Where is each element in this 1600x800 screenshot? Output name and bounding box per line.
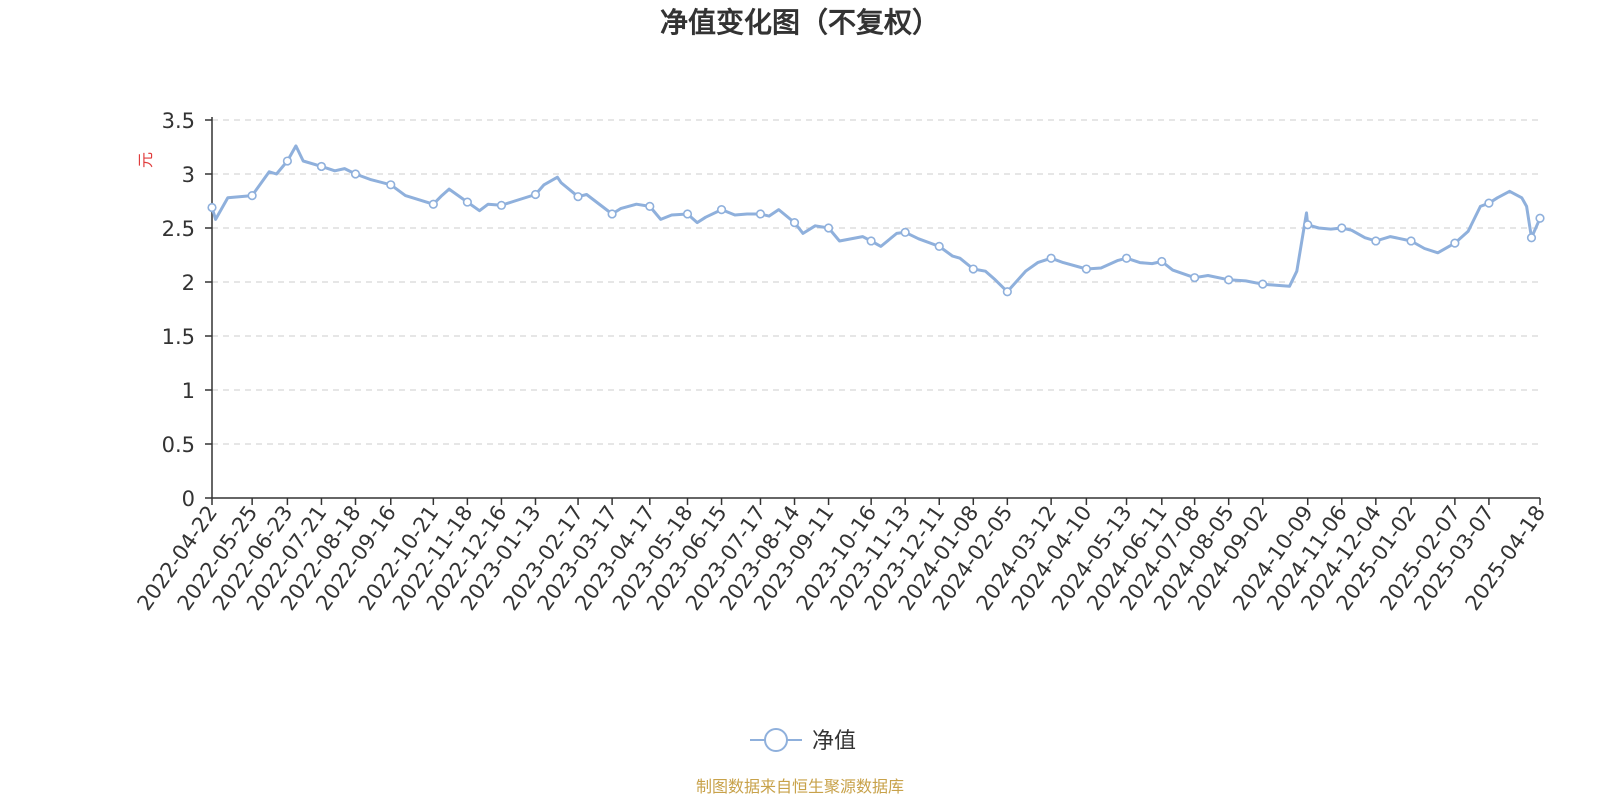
data-point-marker xyxy=(573,192,583,202)
data-point-marker xyxy=(247,191,257,201)
data-source-footer: 制图数据来自恒生聚源数据库 xyxy=(696,777,904,796)
data-point-marker xyxy=(1450,238,1460,248)
y-tick-label: 0 xyxy=(182,487,195,511)
chart-title: 净值变化图（不复权） xyxy=(660,6,940,39)
data-point-marker xyxy=(1303,220,1313,230)
data-point-marker xyxy=(1371,236,1381,246)
x-axis-ticks: 2022-04-222022-05-252022-06-232022-07-21… xyxy=(132,501,1550,615)
data-point-marker xyxy=(1258,279,1268,289)
data-point-marker xyxy=(386,180,396,190)
data-point-marker xyxy=(1484,198,1494,208)
data-point-marker xyxy=(282,156,292,166)
data-point-marker xyxy=(1002,287,1012,297)
legend[interactable]: 净值 xyxy=(750,728,856,754)
data-point-marker xyxy=(682,209,693,219)
y-tick-label: 0.5 xyxy=(162,433,195,457)
data-point-marker xyxy=(934,241,944,251)
data-point-marker xyxy=(1121,253,1132,263)
y-tick-label: 3 xyxy=(182,163,195,187)
data-point-marker xyxy=(1081,264,1091,274)
y-tick-label: 2.5 xyxy=(162,217,195,241)
data-point-marker xyxy=(789,218,800,228)
legend-circle-icon xyxy=(764,728,788,752)
data-point-marker xyxy=(1535,213,1545,223)
data-point-marker xyxy=(1190,273,1200,283)
gridlines xyxy=(212,119,1540,445)
data-point-marker xyxy=(866,236,876,246)
data-point-marker xyxy=(207,202,217,213)
data-point-marker xyxy=(607,209,617,219)
data-point-marker xyxy=(1406,236,1416,246)
data-point-marker xyxy=(900,227,910,237)
y-axis-unit-label: 元 xyxy=(136,152,155,168)
legend-label: 净值 xyxy=(812,729,856,754)
data-point-marker xyxy=(496,200,507,210)
y-tick-label: 1.5 xyxy=(162,325,195,349)
axes xyxy=(205,117,1541,505)
data-point-marker xyxy=(530,189,541,200)
data-point-marker xyxy=(1526,233,1537,243)
data-point-marker xyxy=(1046,253,1056,263)
data-point-marker xyxy=(1224,275,1234,285)
data-point-marker xyxy=(462,197,472,207)
y-tick-label: 1 xyxy=(182,379,195,403)
data-point-marker xyxy=(755,209,766,219)
series-line-nav xyxy=(207,144,1545,297)
data-point-marker xyxy=(968,264,978,274)
data-point-marker xyxy=(428,199,438,209)
y-tick-label: 3.5 xyxy=(162,109,195,133)
data-point-marker xyxy=(716,205,727,215)
y-tick-label: 2 xyxy=(182,271,195,295)
data-point-marker xyxy=(1337,223,1347,233)
data-point-marker xyxy=(823,223,834,233)
data-point-marker xyxy=(316,161,327,172)
data-point-marker xyxy=(1157,256,1167,267)
data-point-marker xyxy=(645,201,655,211)
data-point-marker xyxy=(350,169,361,179)
y-axis-ticks: 0 0.5 1 1.5 2 2.5 3 3.5 xyxy=(162,109,195,511)
nav-line xyxy=(210,144,1542,294)
